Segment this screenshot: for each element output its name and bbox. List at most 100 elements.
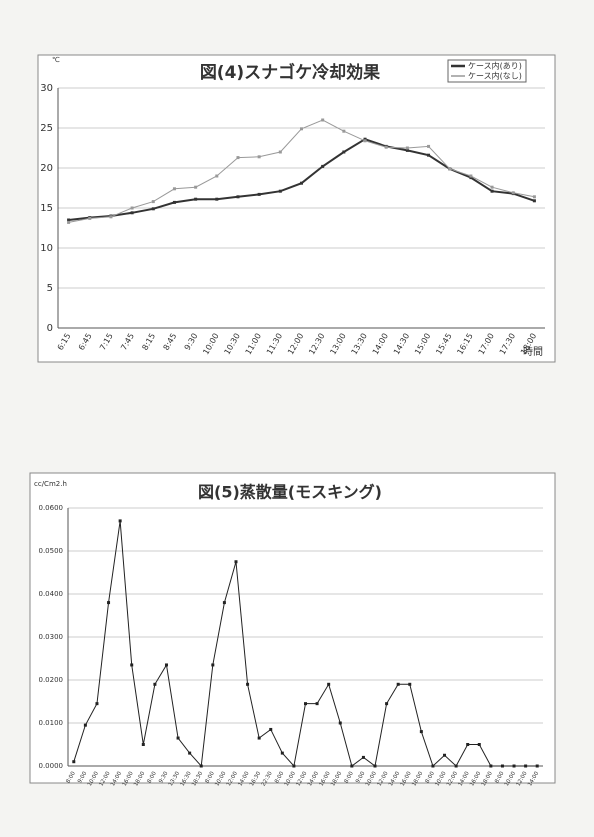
x-tick-label: 8:00	[274, 770, 286, 784]
point	[490, 185, 494, 189]
chart-frame	[37, 54, 556, 363]
point	[292, 764, 296, 768]
point	[118, 519, 122, 523]
point	[222, 601, 226, 605]
point	[385, 702, 389, 706]
point	[211, 663, 215, 667]
point	[188, 751, 192, 755]
point	[511, 191, 515, 195]
point	[342, 150, 346, 154]
point	[278, 189, 282, 193]
point	[396, 682, 400, 686]
y-tick-label: 25	[40, 123, 53, 134]
y-tick-label: 10	[40, 243, 53, 254]
y-tick-label: 15	[40, 203, 53, 214]
point	[443, 753, 447, 757]
point	[321, 164, 325, 168]
point	[130, 206, 134, 210]
y-tick-label: 0.0500	[39, 547, 64, 555]
point	[130, 211, 134, 215]
chart-frame	[29, 472, 556, 784]
y-tick-label: 30	[40, 83, 53, 94]
point	[363, 139, 367, 143]
point	[109, 215, 113, 219]
point	[236, 156, 240, 160]
x-tick-label: 8:00	[147, 770, 159, 784]
point	[194, 197, 198, 201]
point	[257, 155, 261, 159]
point	[338, 721, 342, 725]
point	[300, 181, 303, 185]
point	[431, 764, 435, 768]
point	[408, 682, 412, 686]
legend-label: ケース内(なし)	[468, 71, 522, 81]
point	[532, 199, 536, 203]
point	[67, 218, 71, 222]
y-tick-label: 0	[47, 323, 53, 334]
point	[164, 663, 168, 667]
x-tick-label: 8:00	[204, 770, 216, 784]
point	[405, 148, 409, 152]
x-tick-label: 8:00	[425, 770, 437, 784]
point	[427, 144, 431, 148]
point	[107, 601, 111, 605]
legend-box	[447, 59, 527, 83]
point	[373, 764, 377, 768]
point	[215, 174, 219, 178]
point	[363, 137, 367, 141]
y-tick-label: 0.0600	[39, 504, 64, 512]
point	[130, 663, 134, 667]
point	[236, 195, 240, 199]
point	[151, 200, 155, 204]
point	[350, 764, 354, 768]
point	[532, 195, 536, 199]
x-tick-label: 8:00	[65, 770, 77, 784]
point	[315, 702, 319, 706]
point	[321, 118, 325, 122]
y-tick-label: 20	[40, 163, 53, 174]
point	[151, 207, 155, 211]
point	[304, 702, 307, 706]
y-tick-label: 5	[47, 283, 53, 294]
point	[427, 153, 431, 157]
point	[257, 736, 261, 740]
point	[490, 189, 494, 193]
point	[535, 764, 539, 768]
point	[141, 743, 145, 746]
point	[72, 760, 76, 764]
point	[361, 755, 365, 759]
point	[466, 743, 470, 746]
point	[327, 682, 331, 686]
y-tick-label: 0.0400	[39, 590, 64, 598]
point	[448, 167, 452, 171]
y-tick-label: 0.0300	[39, 633, 64, 641]
point	[477, 743, 481, 746]
point	[524, 764, 528, 768]
x-tick-label: 9:30	[158, 770, 170, 784]
x-tick-label: 9:00	[77, 770, 89, 784]
point	[199, 764, 203, 768]
point	[95, 702, 99, 706]
point	[489, 764, 493, 768]
x-tick-label: 8:00	[343, 770, 355, 784]
y-unit: cc/Cm2.h	[34, 480, 67, 488]
x-tick-label: 9:00	[355, 770, 367, 784]
y-tick-label: 0.0100	[39, 719, 64, 727]
point	[419, 730, 423, 734]
x-tick-label: 8:00	[494, 770, 506, 784]
point	[512, 764, 516, 768]
point	[405, 146, 409, 150]
point	[278, 150, 282, 154]
point	[454, 764, 458, 768]
point	[469, 174, 473, 178]
y-tick-label: 0.0200	[39, 676, 64, 684]
point	[280, 751, 284, 755]
point	[257, 192, 261, 196]
point	[269, 727, 273, 731]
point	[384, 145, 388, 149]
point	[469, 176, 473, 180]
y-unit: ℃	[52, 56, 60, 64]
chart-title: 図(5)蒸散量(モスキング)	[198, 483, 382, 502]
legend-label: ケース内(あり)	[468, 61, 522, 71]
